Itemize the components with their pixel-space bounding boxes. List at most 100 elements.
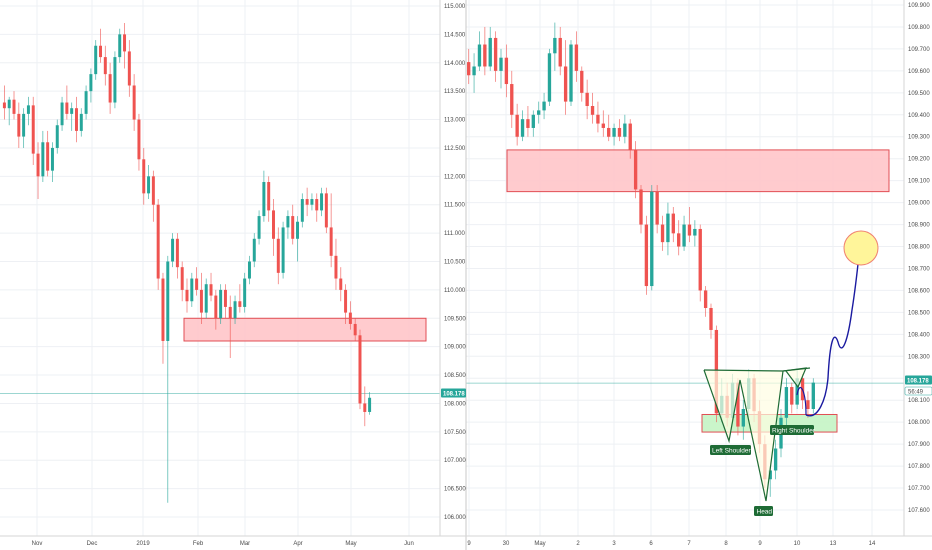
candle — [344, 284, 348, 324]
candle — [300, 193, 304, 228]
candle-body — [617, 127, 622, 137]
candle — [687, 207, 692, 243]
candle-body — [806, 400, 810, 409]
price-tick-label: 107.500 — [444, 430, 466, 436]
candle-body — [103, 57, 107, 75]
candle — [257, 210, 261, 245]
price-tick-label: 113.000 — [444, 118, 466, 124]
candle — [89, 68, 93, 103]
candle-body — [7, 99, 11, 109]
candle-body — [558, 37, 562, 67]
candle — [79, 108, 83, 137]
candle-body — [46, 142, 50, 171]
candle — [84, 85, 88, 120]
price-tick-label: 108.000 — [444, 401, 466, 407]
candle-body — [180, 267, 184, 290]
price-tick-label: 108.600 — [908, 288, 930, 294]
price-tick-label: 109.800 — [908, 25, 930, 31]
inverse-head-and-shoulders-pattern[interactable] — [703, 367, 807, 502]
candle — [472, 53, 476, 93]
candle — [650, 185, 654, 291]
projection-path[interactable] — [805, 244, 861, 417]
price-tick-label: 112.500 — [444, 146, 466, 152]
resistance-zone[interactable] — [506, 149, 890, 193]
time-tick-label: 9 — [467, 541, 471, 547]
candle-body — [483, 44, 487, 67]
right-current-price-badge: 108.178 56:49 — [904, 375, 932, 396]
candle-body — [74, 108, 78, 131]
candle-body — [811, 382, 815, 409]
candle-body — [272, 210, 275, 239]
candle-body — [660, 224, 665, 243]
candle — [50, 142, 54, 183]
candle — [22, 108, 26, 148]
candle-body — [12, 99, 16, 114]
price-tick-label: 109.500 — [444, 316, 466, 322]
candle-body — [123, 34, 127, 52]
candle — [698, 224, 702, 302]
neckline[interactable] — [703, 367, 811, 372]
candle-body — [329, 227, 333, 256]
candle — [238, 284, 242, 313]
candle-body — [276, 238, 280, 273]
candle — [60, 96, 64, 131]
candle-body — [510, 84, 514, 115]
price-tick-label: 108.900 — [908, 223, 930, 229]
candle — [315, 193, 319, 222]
head-label: Head — [754, 506, 773, 516]
target-circle[interactable] — [843, 230, 879, 266]
candle-body — [574, 44, 579, 71]
candle-body — [639, 189, 643, 225]
projection-start-loop[interactable] — [796, 387, 807, 416]
candle-body — [515, 114, 519, 137]
time-tick-label: 7 — [687, 541, 691, 547]
bar-countdown-text: 56:49 — [908, 390, 924, 396]
time-tick-label: 2019 — [136, 541, 150, 547]
candle-body — [17, 113, 21, 137]
candle-body — [79, 113, 83, 131]
candle — [103, 45, 107, 86]
candle — [262, 170, 266, 222]
candle-body — [243, 278, 247, 307]
candle-body — [472, 66, 476, 76]
candle-body — [305, 199, 309, 205]
resistance-zone[interactable] — [183, 317, 427, 342]
candle — [628, 119, 632, 159]
candle — [12, 91, 16, 120]
candle-body — [655, 191, 659, 225]
price-tick-label: 106.500 — [444, 487, 466, 493]
candle — [243, 272, 247, 313]
candle-body — [22, 113, 26, 137]
candle — [113, 51, 117, 109]
candle — [166, 255, 170, 503]
time-tick-label: May — [534, 541, 545, 547]
price-tick-label: 108.300 — [908, 354, 930, 360]
candle — [590, 92, 595, 124]
time-tick-label: 10 — [794, 541, 801, 547]
left-shoulder-text: Left Shoulder — [712, 448, 752, 455]
candle — [324, 187, 328, 234]
candle — [348, 301, 352, 330]
candle-body — [703, 290, 708, 308]
candle-body — [768, 470, 772, 480]
left-current-price-badge: 108.178 — [441, 388, 466, 398]
price-tick-label: 108.100 — [908, 398, 930, 404]
candle-body — [31, 105, 35, 154]
candle — [185, 278, 189, 313]
candle — [41, 130, 45, 183]
candle-body — [161, 278, 165, 341]
candle-body — [252, 238, 256, 262]
time-tick-label: 9 — [758, 541, 762, 547]
candle — [563, 40, 568, 115]
candle-body — [795, 378, 799, 405]
candle-body — [644, 224, 649, 287]
candle-body — [108, 74, 112, 103]
price-tick-label: 109.700 — [908, 47, 930, 53]
candle-body — [650, 191, 654, 287]
candle-body — [286, 216, 290, 228]
candle-body — [204, 284, 208, 313]
time-tick-label: 2 — [576, 541, 580, 547]
candle — [623, 114, 627, 144]
candle — [811, 378, 815, 414]
